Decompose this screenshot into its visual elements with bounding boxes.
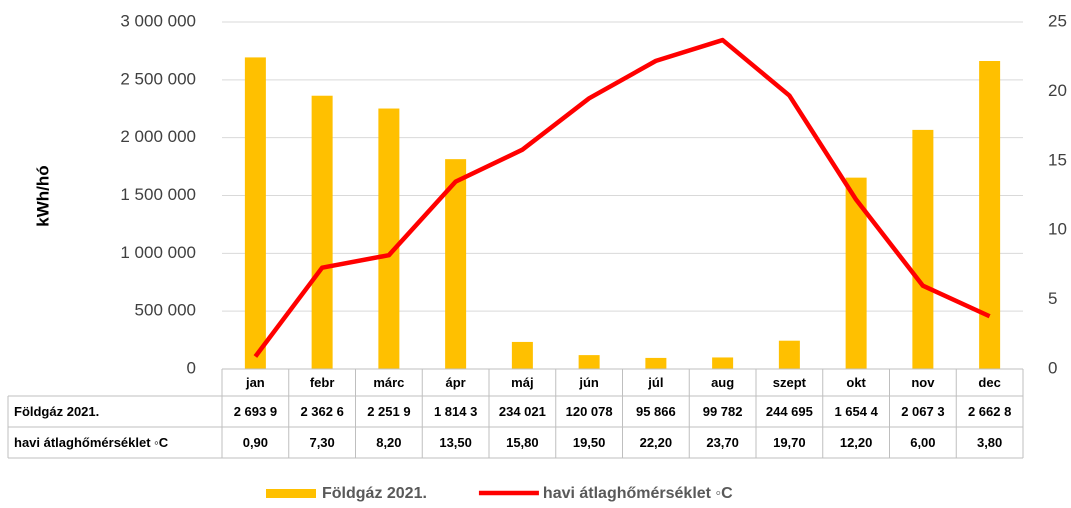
data-label: 23,70 — [706, 435, 739, 450]
y2-tick-label: 0 — [1048, 358, 1057, 377]
bar — [445, 159, 467, 369]
data-label: 22,20 — [640, 435, 673, 450]
data-label: 12,20 — [840, 435, 873, 450]
data-label: 234 021 — [499, 404, 546, 419]
bar — [244, 57, 266, 369]
data-label: 99 782 — [703, 404, 743, 419]
data-label: 2 662 8 — [968, 404, 1011, 419]
y-tick-label: 500 000 — [135, 301, 196, 320]
table-row-label: Földgáz 2021. — [14, 404, 99, 419]
y2-tick-label: 15 — [1048, 150, 1067, 169]
data-label: 1 814 3 — [434, 404, 477, 419]
bar — [378, 108, 400, 369]
data-label: 19,70 — [773, 435, 806, 450]
bar — [511, 341, 533, 369]
bar — [645, 357, 667, 369]
bar — [778, 340, 800, 369]
legend-label: havi átlaghőmérséklet ◦C — [543, 485, 733, 502]
x-tick-label: okt — [846, 375, 866, 390]
data-label: 8,20 — [376, 435, 401, 450]
data-label: 2 067 3 — [901, 404, 944, 419]
data-label: 6,00 — [910, 435, 935, 450]
x-tick-label: dec — [978, 375, 1000, 390]
line — [253, 37, 991, 358]
data-label: 2 251 9 — [367, 404, 410, 419]
y2-tick-label: 10 — [1048, 220, 1067, 239]
data-label: 15,80 — [506, 435, 539, 450]
x-tick-label: júl — [647, 375, 663, 390]
x-tick-label: jan — [245, 375, 265, 390]
x-tick-label: ápr — [446, 375, 466, 390]
y2-tick-label: 5 — [1048, 289, 1057, 308]
data-label: 95 866 — [636, 404, 676, 419]
y-tick-label: 2 500 000 — [120, 69, 196, 88]
data-label: 244 695 — [766, 404, 813, 419]
y-axis-title: kWh/hó — [33, 165, 52, 226]
legend-swatch — [266, 489, 316, 498]
data-label: 13,50 — [439, 435, 472, 450]
data-label: 7,30 — [309, 435, 334, 450]
y-tick-label: 2 000 000 — [120, 127, 196, 146]
x-tick-label: febr — [310, 375, 335, 390]
x-tick-label: aug — [711, 375, 734, 390]
bar — [578, 355, 600, 369]
data-label: 0,90 — [243, 435, 268, 450]
data-label: 1 654 4 — [834, 404, 878, 419]
data-label: 2 693 9 — [234, 404, 277, 419]
y2-tick-label: 20 — [1048, 81, 1067, 100]
y-tick-label: 1 000 000 — [120, 243, 196, 262]
y2-tick-label: 25 — [1048, 11, 1067, 30]
x-tick-label: jún — [578, 375, 599, 390]
data-label: 19,50 — [573, 435, 606, 450]
bar — [311, 95, 333, 369]
legend-label: Földgáz 2021. — [322, 485, 427, 502]
data-label: 2 362 6 — [300, 404, 343, 419]
data-label: 120 078 — [566, 404, 613, 419]
table-row-label: havi átlaghőmérséklet ◦C — [14, 435, 169, 450]
x-tick-label: szept — [773, 375, 807, 390]
y-tick-label: 3 000 000 — [120, 11, 196, 30]
bar — [912, 129, 934, 369]
x-tick-label: márc — [373, 375, 404, 390]
y-tick-label: 0 — [187, 358, 196, 377]
y-tick-label: 1 500 000 — [120, 185, 196, 204]
data-label: 3,80 — [977, 435, 1002, 450]
x-tick-label: nov — [911, 375, 935, 390]
bar — [979, 61, 1001, 369]
bar — [845, 177, 867, 369]
x-tick-label: máj — [511, 375, 533, 390]
bar — [712, 357, 734, 369]
